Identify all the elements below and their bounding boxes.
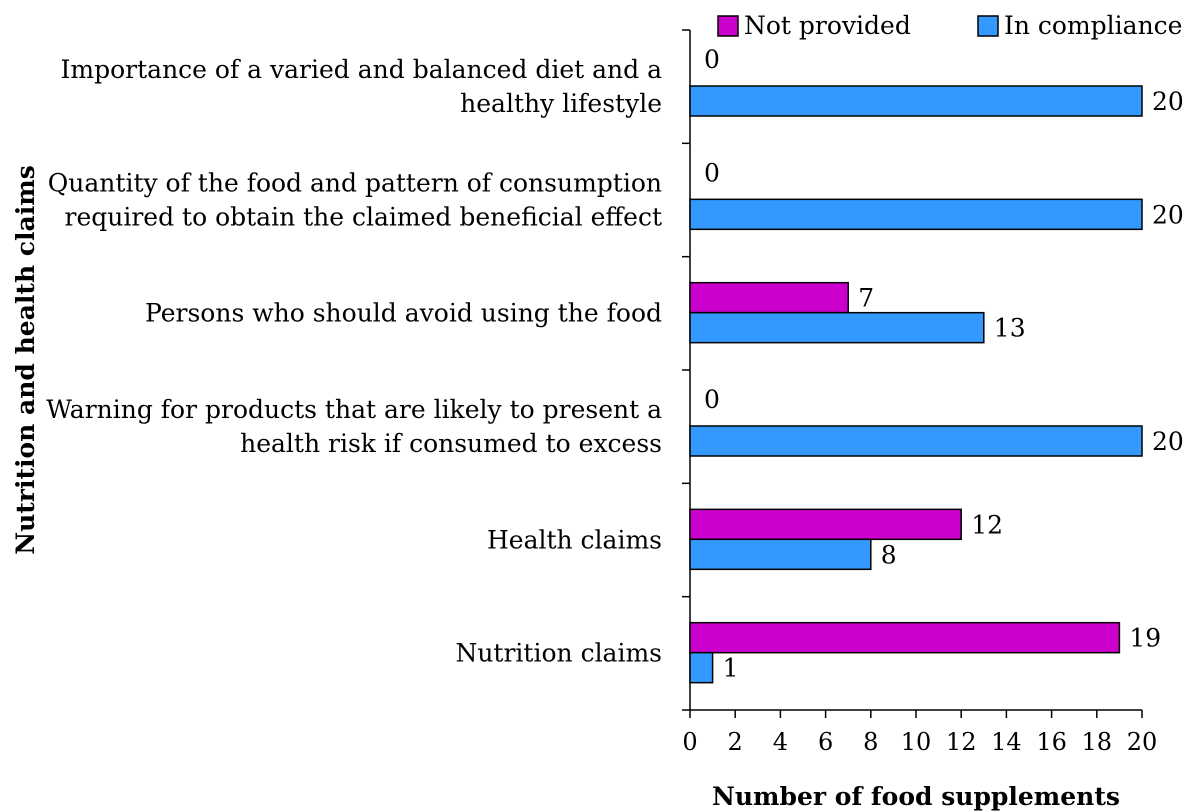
category-label: Persons who should avoid using the food <box>145 299 662 328</box>
bar-in-compliance <box>689 198 1143 231</box>
bar-in-compliance <box>689 651 714 684</box>
category-label: Nutrition claims <box>455 639 662 668</box>
x-axis-title: Number of food supplements <box>712 782 1120 811</box>
data-label: 20 <box>1152 200 1184 229</box>
x-tick-label: 4 <box>773 728 788 756</box>
bar-in-compliance <box>689 311 985 344</box>
x-tick-label: 0 <box>682 728 697 756</box>
data-label: 1 <box>723 654 739 683</box>
value-labels: 0 20 0 20 7 13 0 20 12 8 19 1 <box>704 45 1184 683</box>
x-tick-label: 16 <box>1036 728 1067 756</box>
x-tick-label: 2 <box>728 728 743 756</box>
data-label: 20 <box>1152 87 1184 116</box>
bars <box>689 85 1143 684</box>
category-labels: Importance of a varied and balanced diet… <box>46 55 662 668</box>
bar-not-provided <box>689 508 962 541</box>
x-axis: 0 2 4 6 8 10 12 14 16 18 20 <box>682 709 1158 756</box>
y-axis <box>682 29 691 711</box>
x-tick-label: 8 <box>863 728 878 756</box>
legend-swatch-in-compliance <box>977 15 999 37</box>
bar-in-compliance <box>689 538 872 571</box>
legend-label: Not provided <box>744 11 911 40</box>
category-label: Health claims <box>487 525 662 554</box>
bar-not-provided <box>689 621 1121 654</box>
category-label: Importance of a varied and balanced diet… <box>61 55 663 118</box>
legend-swatch-not-provided <box>717 15 739 37</box>
data-label: 20 <box>1152 427 1184 456</box>
x-tick-label: 14 <box>991 728 1022 756</box>
bar-in-compliance <box>689 85 1143 117</box>
data-label: 8 <box>881 540 897 569</box>
x-tick-label: 12 <box>946 728 977 756</box>
data-label: 19 <box>1129 624 1161 653</box>
legend-label: In compliance <box>1004 11 1182 40</box>
data-label: 12 <box>971 510 1003 539</box>
x-tick-label: 6 <box>818 728 833 756</box>
x-tick-label: 10 <box>901 728 932 756</box>
category-label: Warning for products that are likely to … <box>46 395 662 458</box>
category-label: Quantity of the food and pattern of cons… <box>48 168 662 231</box>
data-label: 13 <box>994 314 1026 343</box>
data-label: 0 <box>704 385 720 414</box>
data-label: 0 <box>704 45 720 74</box>
data-label: 7 <box>858 284 874 313</box>
y-axis-title: Nutrition and health claims <box>11 165 40 555</box>
data-label: 0 <box>704 158 720 187</box>
x-tick-label: 18 <box>1082 728 1113 756</box>
bar-in-compliance <box>689 425 1143 457</box>
bar-not-provided <box>689 281 849 314</box>
x-tick-label: 20 <box>1127 728 1158 756</box>
legend: Not provided In compliance <box>717 11 1182 40</box>
